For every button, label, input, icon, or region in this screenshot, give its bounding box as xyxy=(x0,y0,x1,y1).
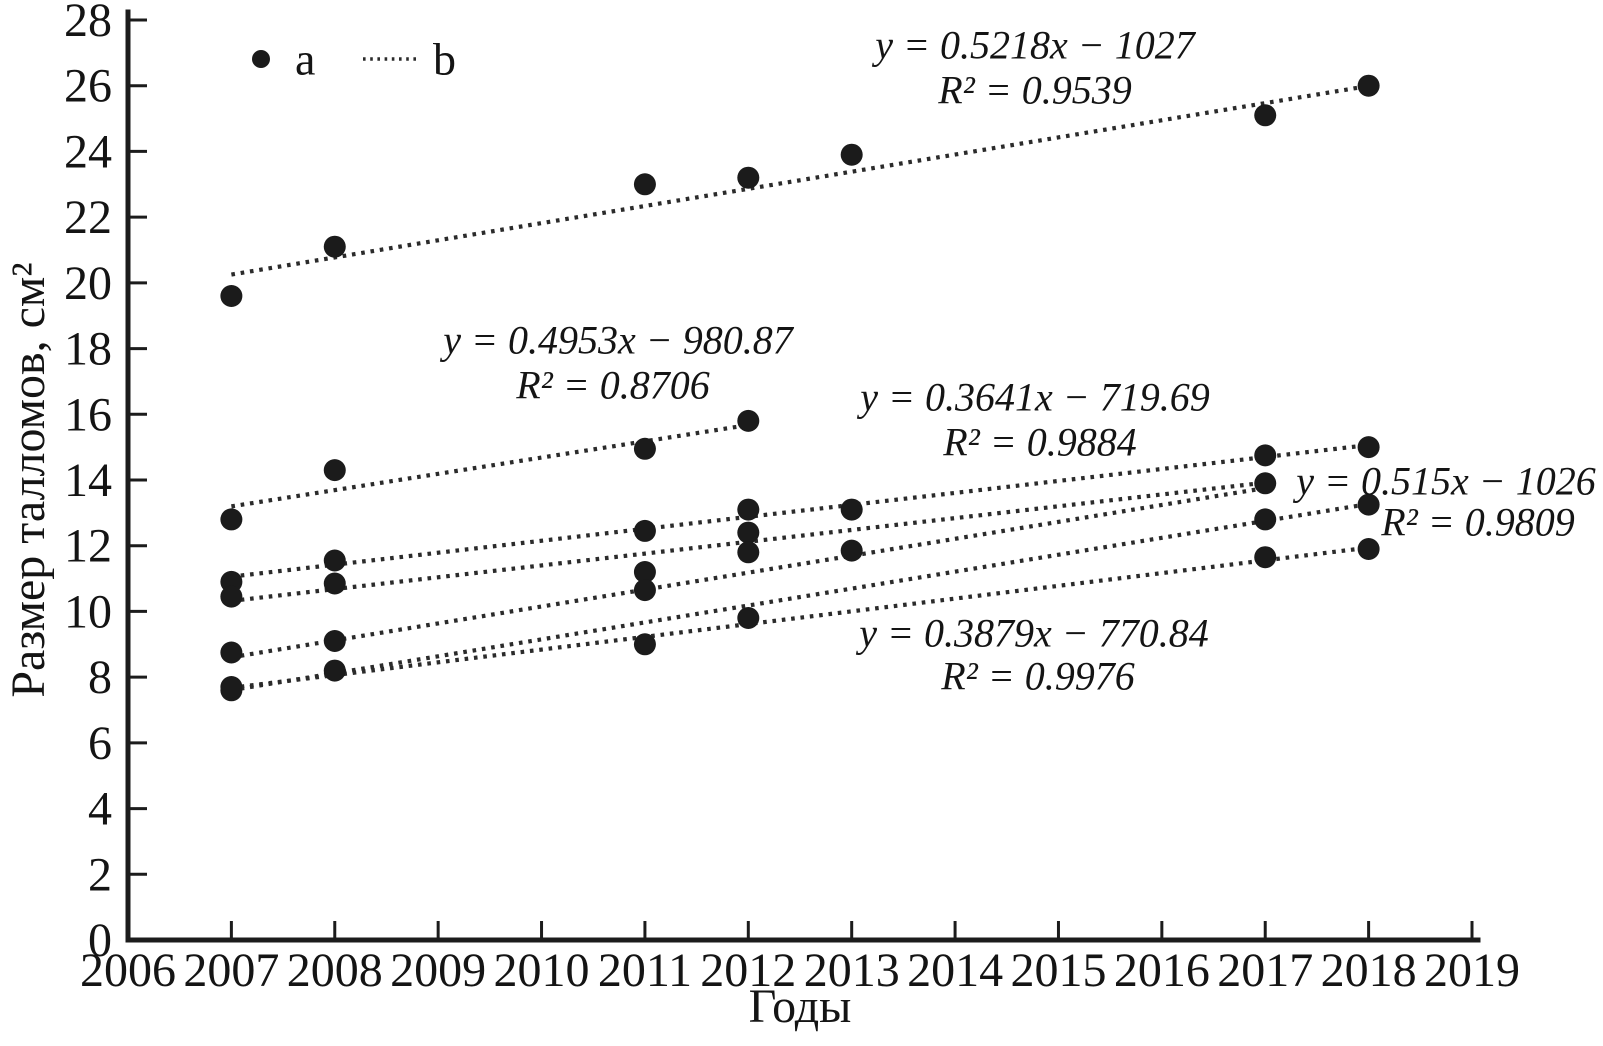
y-tick-label: 4 xyxy=(88,783,112,836)
equation-s7: y = 0.3879x − 770.84 xyxy=(855,611,1209,656)
data-point-s7 xyxy=(633,633,656,656)
y-tick-label: 6 xyxy=(88,717,112,770)
data-point-s3 xyxy=(1254,444,1277,467)
trendline-s3 xyxy=(231,442,1369,579)
data-point-s3 xyxy=(840,498,863,521)
data-point-s4 xyxy=(633,561,656,583)
data-point-s3 xyxy=(633,519,656,542)
x-tick-label: 2013 xyxy=(804,944,900,997)
r-squared-s2: R² = 0.8706 xyxy=(515,363,709,408)
data-point-s5 xyxy=(737,541,760,564)
x-tick-label: 2015 xyxy=(1010,944,1106,997)
y-tick-label: 0 xyxy=(88,914,112,967)
data-point-s6 xyxy=(1357,493,1380,516)
data-point-s7 xyxy=(1357,538,1380,560)
data-point-s6 xyxy=(323,659,346,682)
x-tick-label: 2017 xyxy=(1217,944,1313,997)
y-axis-title: Размер талломов, см² xyxy=(2,262,55,697)
data-point-s2 xyxy=(220,508,243,531)
equation-s1: y = 0.5218x − 1027 xyxy=(871,23,1196,68)
data-point-s4 xyxy=(1254,472,1277,495)
trendline-s7 xyxy=(231,545,1369,690)
trendline-s2 xyxy=(231,422,749,509)
x-tick-label: 2007 xyxy=(183,944,279,997)
data-point-s4 xyxy=(323,572,346,595)
x-axis-title: Годы xyxy=(749,980,852,1033)
equation-s3: y = 0.3641x − 719.69 xyxy=(856,375,1210,420)
equation-s2: y = 0.4953x − 980.87 xyxy=(439,318,794,363)
data-point-s4 xyxy=(220,585,243,608)
axes-group xyxy=(125,9,1481,943)
data-point-s7 xyxy=(737,607,760,629)
axis-lines xyxy=(125,9,1481,943)
data-point-s5 xyxy=(220,641,243,664)
r-squared-s6: R² = 0.9809 xyxy=(1380,500,1574,545)
x-tick-label: 2016 xyxy=(1114,944,1210,997)
x-tick-label: 2012 xyxy=(700,944,796,997)
data-point-s3 xyxy=(737,498,760,521)
y-tick-label: 8 xyxy=(88,651,112,704)
y-tick-label: 18 xyxy=(64,323,112,376)
data-point-s1 xyxy=(1357,74,1380,97)
x-tick-label: 2006 xyxy=(80,944,176,997)
data-point-s1 xyxy=(220,285,243,307)
data-point-s3 xyxy=(323,549,346,572)
ticks-group: 2006 2007 2008 2009 2010 2011 2012 2013 2014 2015… xyxy=(64,0,1520,997)
y-tick-label: 16 xyxy=(64,388,112,441)
legend-label-a: a xyxy=(295,34,315,85)
x-tick-label: 2010 xyxy=(494,944,590,997)
y-tick-label: 10 xyxy=(64,585,112,638)
legend-label-b: b xyxy=(433,34,456,85)
y-tick-label: 26 xyxy=(64,60,112,113)
data-point-s5 xyxy=(840,539,863,562)
data-point-s1 xyxy=(737,166,760,189)
data-point-s7 xyxy=(1254,546,1277,569)
data-point-s1 xyxy=(633,173,656,196)
data-point-s1 xyxy=(840,143,863,166)
y-tick-label: 24 xyxy=(64,125,112,178)
x-tick-label: 2014 xyxy=(907,944,1003,997)
data-point-s7 xyxy=(220,676,243,698)
y-tick-label: 2 xyxy=(88,848,112,901)
x-tick-label: 2008 xyxy=(287,944,383,997)
data-point-s1 xyxy=(323,235,346,258)
y-tick-label: 20 xyxy=(64,257,112,310)
y-tick-label: 14 xyxy=(64,454,112,507)
trendline-s1 xyxy=(231,83,1369,277)
r-squared-s3: R² = 0.9884 xyxy=(942,420,1136,465)
x-tick-label: 2019 xyxy=(1424,944,1520,997)
data-point-s1 xyxy=(1254,104,1277,127)
data-point-s2 xyxy=(323,459,346,482)
data-point-s6 xyxy=(1254,508,1277,531)
data-point-s4 xyxy=(737,521,760,544)
x-tick-label: 2018 xyxy=(1321,944,1417,997)
r-squared-s7: R² = 0.9976 xyxy=(940,654,1134,699)
equation-s6: y = 0.515x − 1026 xyxy=(1292,459,1596,504)
series-group xyxy=(220,74,1380,702)
data-point-s5 xyxy=(633,579,656,602)
data-point-s3 xyxy=(1357,436,1380,459)
legend-dot-marker-icon xyxy=(252,50,270,68)
data-point-s5 xyxy=(323,630,346,652)
x-tick-label: 2011 xyxy=(598,944,692,997)
data-point-s2 xyxy=(737,409,760,432)
y-tick-label: 12 xyxy=(64,520,112,573)
y-tick-label: 22 xyxy=(64,191,112,244)
trendline-s6 xyxy=(231,501,1369,693)
r-squared-s1: R² = 0.9539 xyxy=(937,68,1131,113)
y-tick-label: 28 xyxy=(64,0,112,47)
x-tick-label: 2009 xyxy=(390,944,486,997)
data-point-s2 xyxy=(633,437,656,460)
